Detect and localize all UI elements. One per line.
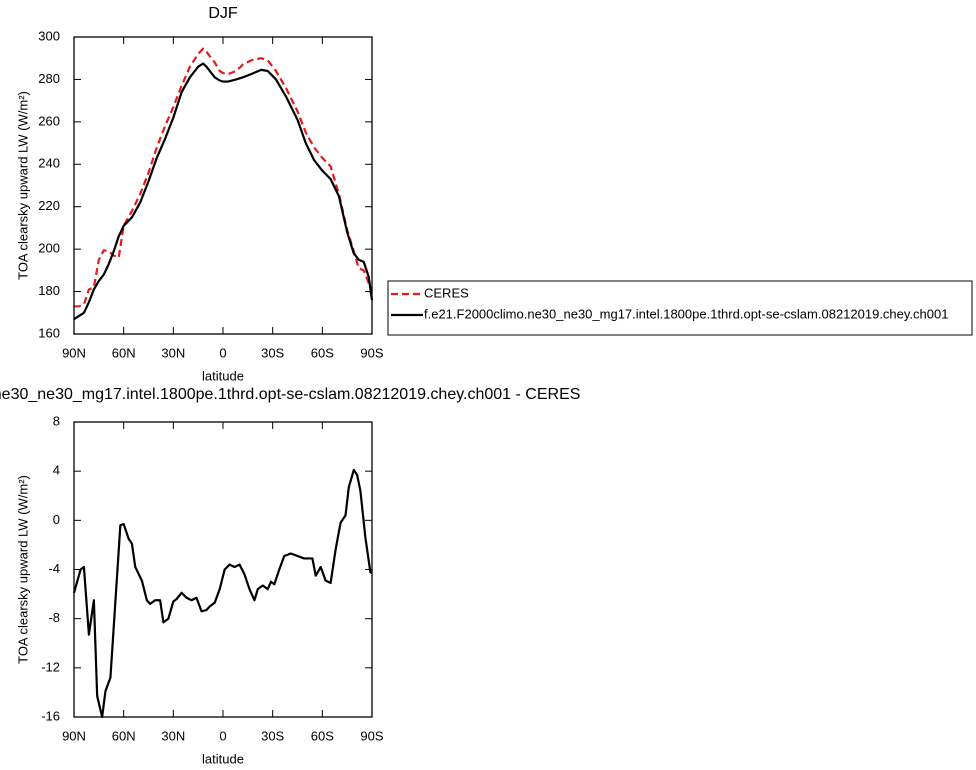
x-tick-label: 90S xyxy=(360,345,383,360)
x-tick-label: 60N xyxy=(112,728,136,743)
y-tick-label: 300 xyxy=(38,28,60,43)
x-tick-label: 0 xyxy=(219,345,226,360)
y-axis-label: TOA clearsky upward LW (W/m²) xyxy=(15,91,30,280)
y-tick-label: 0 xyxy=(53,512,60,527)
y-tick-label: 240 xyxy=(38,156,60,171)
y-tick-label: -12 xyxy=(41,659,60,674)
x-tick-label: 60S xyxy=(311,345,334,360)
x-tick-label: 0 xyxy=(219,728,226,743)
y-tick-label: 220 xyxy=(38,198,60,213)
legend-label: f.e21.F2000climo.ne30_ne30_mg17.intel.18… xyxy=(424,306,948,321)
y-tick-label: -16 xyxy=(41,708,60,723)
y-tick-label: -4 xyxy=(48,561,60,576)
y-tick-label: 180 xyxy=(38,283,60,298)
y-axis-label: TOA clearsky upward LW (W/m²) xyxy=(15,475,30,664)
x-tick-label: 30S xyxy=(261,728,284,743)
data-line xyxy=(74,47,374,308)
x-tick-label: 90N xyxy=(62,345,86,360)
y-tick-label: 280 xyxy=(38,71,60,86)
data-line xyxy=(73,62,374,321)
y-tick-label: 4 xyxy=(53,463,60,478)
x-tick-label: 60S xyxy=(311,728,334,743)
x-tick-label: 30S xyxy=(261,345,284,360)
legend-label: CERES xyxy=(424,285,469,300)
legend-box xyxy=(387,280,973,336)
x-tick-label: 90S xyxy=(360,728,383,743)
x-tick-label: 30N xyxy=(161,345,185,360)
chart-title: f.e21.F2000climo.ne30_ne30_mg17.intel.18… xyxy=(0,386,580,403)
x-axis-label: latitude xyxy=(202,368,244,383)
x-tick-label: 30N xyxy=(161,728,185,743)
y-tick-label: 260 xyxy=(38,113,60,128)
x-tick-label: 90N xyxy=(62,728,86,743)
data-line xyxy=(72,468,373,719)
y-tick-label: -8 xyxy=(48,610,60,625)
x-axis-label: latitude xyxy=(202,751,244,766)
y-tick-label: 200 xyxy=(38,241,60,256)
y-tick-label: 160 xyxy=(38,325,60,340)
chart-title: DJF xyxy=(208,5,238,22)
x-tick-label: 60N xyxy=(112,345,136,360)
plot-frame xyxy=(73,421,373,718)
plot-frame xyxy=(73,36,373,335)
y-tick-label: 8 xyxy=(53,413,60,428)
